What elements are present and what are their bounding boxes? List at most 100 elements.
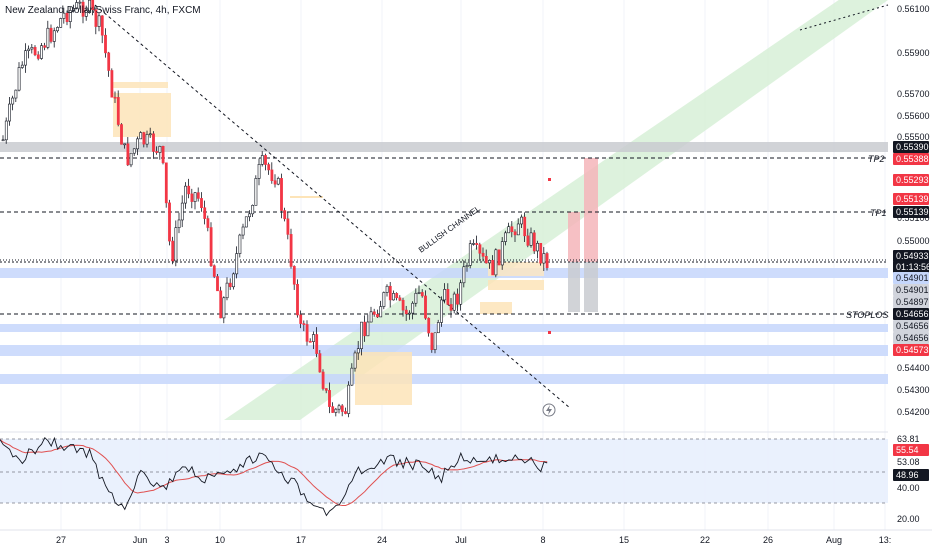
candle-body [478,244,482,254]
tp2-label: TP2 [868,154,885,164]
candle-body [222,297,226,319]
rsi-tag: 48.96 [893,469,929,481]
chart-title: New Zealand Dollar/Swiss Franc, 4h, FXCM [5,5,201,16]
time-tick-label: 3 [164,535,169,545]
candle-body [1,139,5,142]
candle-body [88,0,91,12]
candle-body [468,243,472,266]
svg-text:0.55139: 0.55139 [896,207,929,217]
candle-body [116,97,120,125]
candle-body [302,323,306,325]
candle-body [427,317,431,334]
price-tag: 0.54656 [893,332,929,344]
candle-body [344,411,347,414]
svg-text:0.54656: 0.54656 [896,309,929,319]
svg-text:0.54901: 0.54901 [896,273,929,283]
candle-body [305,324,309,342]
zones-layer [0,82,888,405]
candle-body [420,292,424,297]
time-tick-label: Aug [826,535,842,545]
bullish-channel [224,0,888,420]
time-tick-label: 15 [619,535,629,545]
candle-body [238,234,242,254]
time-tick-label: Jun [133,535,148,545]
rsi-tick-label: 40.00 [897,483,920,493]
candle-body [72,8,75,11]
candle-body [401,299,405,311]
candle-body [395,293,399,299]
candle-body [340,405,344,412]
candle-body [97,15,101,27]
candle-body [366,321,370,337]
price-tag: 0.55139 [893,193,929,205]
candle-body [65,12,69,22]
candle-body [251,205,255,215]
candle-body [446,289,450,305]
candle-body [347,384,351,414]
candle-body [529,232,533,246]
candle-body [337,405,341,410]
price-tag: 0.54933 [893,250,929,262]
candle-body [152,133,155,152]
svg-text:55.54: 55.54 [896,445,919,455]
candle-body [187,185,191,195]
candle-body [30,47,34,50]
rsi-tick-label: 63.81 [897,434,920,444]
candle-body [276,178,280,185]
time-axis[interactable]: 27 Jun 3 10 17 24 Jul 8 15 22 26 Aug 13: [0,529,932,550]
candle-body [148,133,152,136]
candle-body [100,15,104,36]
candle-body [369,311,373,323]
candle-body [177,219,181,228]
candle-body [136,138,139,150]
candle-body [494,249,498,276]
price-tag: 0.55139 [893,206,929,218]
candle-body [504,232,507,242]
candle-body [24,50,27,66]
time-tick-label: 17 [296,535,306,545]
candle-body [497,249,501,266]
time-tick-label: 8 [540,535,545,545]
candle-body [334,408,338,413]
svg-text:0.54573: 0.54573 [896,345,929,355]
lightning-icon[interactable] [542,403,556,417]
candle-body [491,260,495,276]
time-tick-label: 13: [879,535,892,545]
svg-text:0.55293: 0.55293 [896,175,929,185]
candle-body [164,162,168,204]
candle-body [206,218,210,228]
candle-body [472,243,475,245]
candle-body [532,232,536,252]
candle-body [510,226,514,233]
svg-text:0.54656: 0.54656 [896,321,929,331]
candle-body [107,52,111,71]
candle-body [500,241,504,266]
rsi-ma-line [0,439,548,506]
candle-body [436,322,440,334]
candle-body [8,103,11,122]
candle-body [513,231,517,236]
candle-body [414,292,418,304]
price-tag: 01:13:56 [893,261,931,273]
candle-body [139,132,143,140]
candle-body [379,306,383,318]
candle-body [219,290,223,319]
svg-text:0.54656: 0.54656 [896,333,929,343]
candle-body [321,371,325,389]
price-tick-label: 0.54300 [897,385,930,395]
candle-body [49,27,53,42]
candle-body [353,352,357,369]
candle-body [424,295,427,319]
candle-body [260,155,264,165]
candle-body [526,235,530,246]
candle-body [174,227,178,262]
candle-body [110,70,114,98]
candle-body [200,198,203,209]
svg-text:0.55388: 0.55388 [896,154,929,164]
candle-body [120,124,123,145]
candle-body [52,30,56,42]
price-tag: 0.55390 [893,141,929,153]
candle-body [158,146,162,153]
candle-body [33,47,37,56]
